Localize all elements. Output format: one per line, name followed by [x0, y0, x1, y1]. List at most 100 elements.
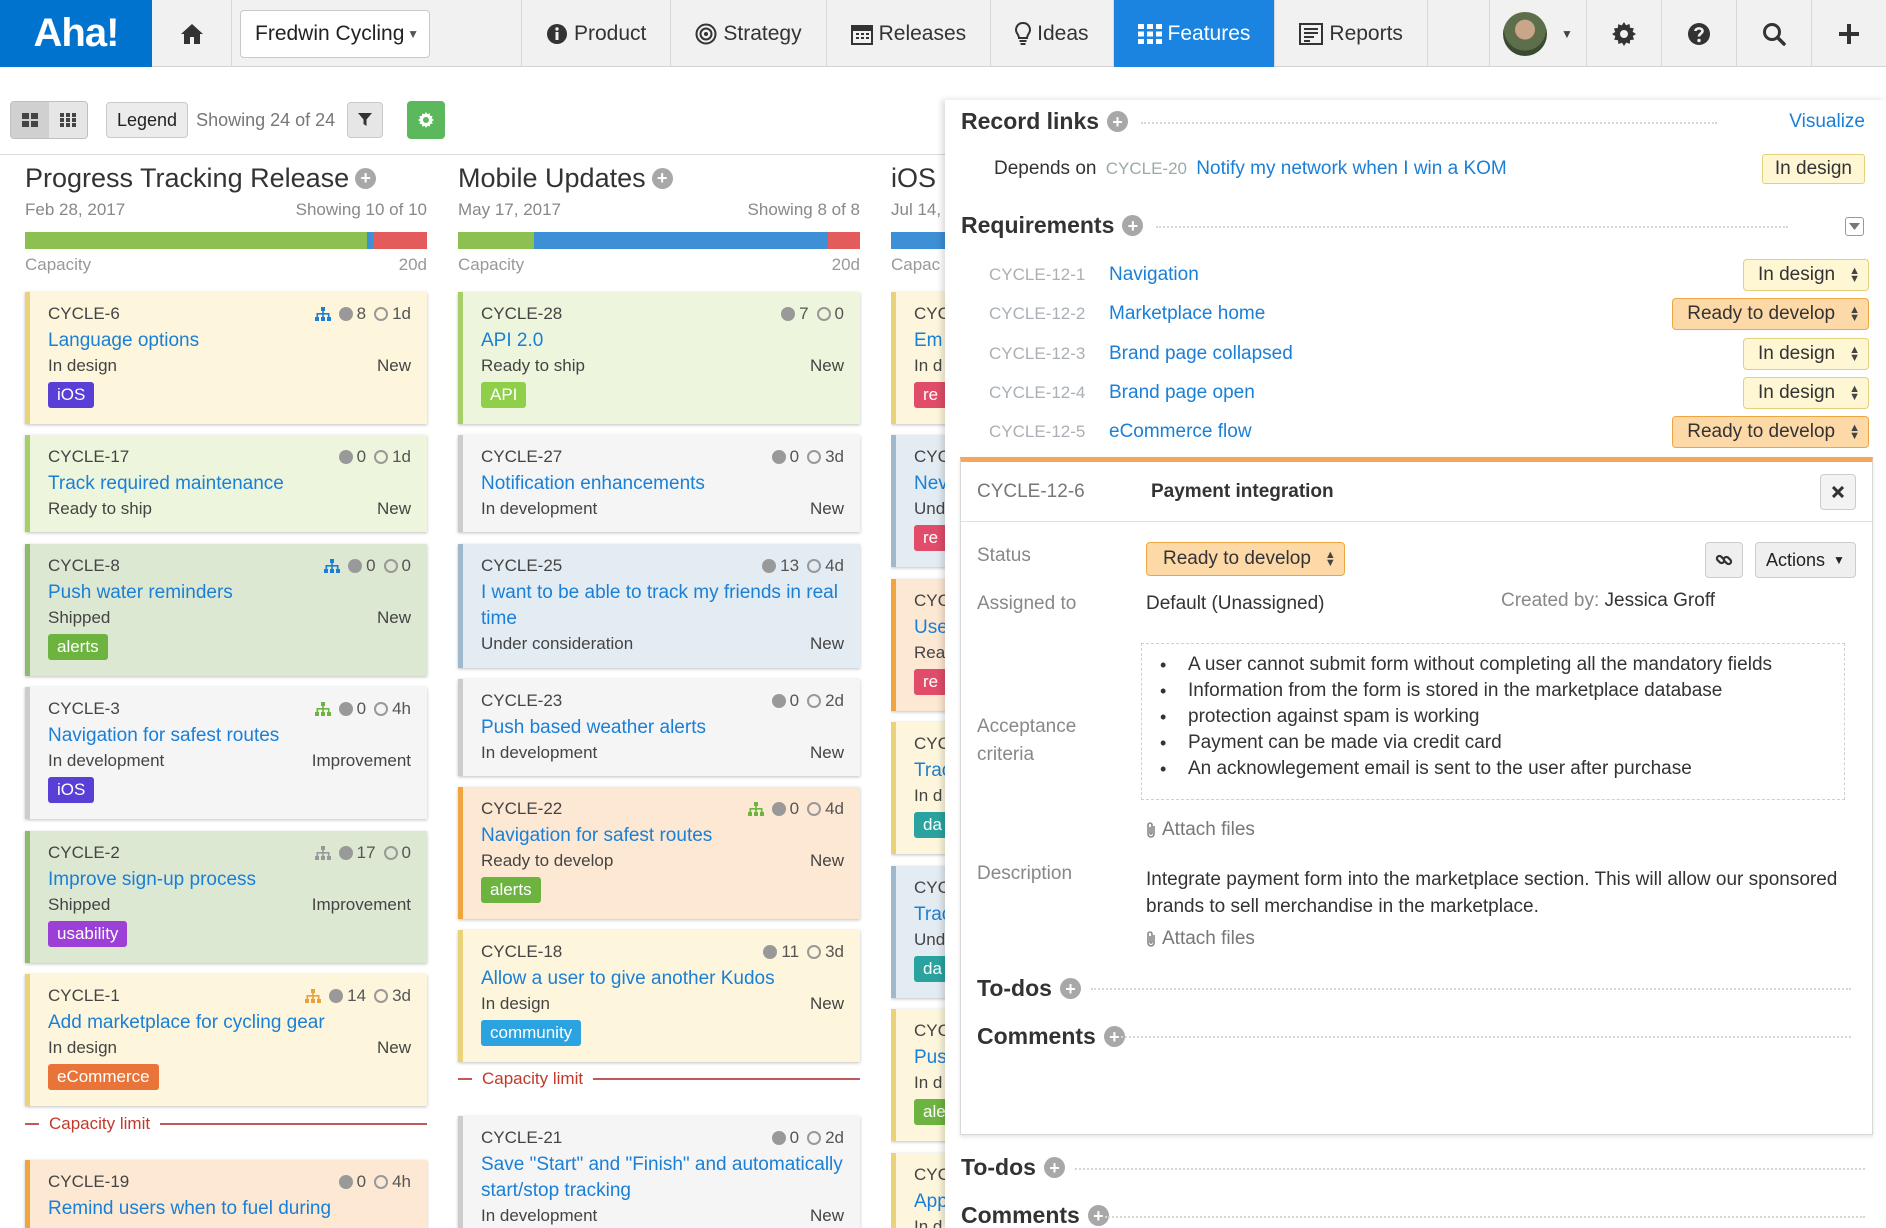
feature-card[interactable]: CYCLE-2 17 0 Improve sign-up process Shipped…: [25, 831, 427, 963]
requirement-name[interactable]: Brand page collapsed: [1109, 342, 1293, 364]
feature-card[interactable]: CYCLE-3 0 4h Navigation for safest routes In…: [25, 687, 427, 819]
add-feature-icon[interactable]: +: [355, 167, 377, 189]
feature-card[interactable]: CYC Use Rea re: [891, 579, 951, 711]
card-tag[interactable]: da: [914, 812, 951, 838]
collapse-requirements-button[interactable]: [1845, 217, 1864, 236]
add-comment-icon[interactable]: +: [1087, 1205, 1109, 1226]
board-settings-button[interactable]: [407, 101, 446, 139]
feature-card[interactable]: CYCLE-23 0 2d Push based weather alerts In d…: [458, 679, 860, 776]
add-comment-icon[interactable]: +: [1103, 1026, 1125, 1047]
feature-card[interactable]: CYCLE-28 7 0 API 2.0 Ready to ship New API: [458, 292, 860, 424]
release-title-text[interactable]: Progress Tracking Release: [25, 162, 350, 193]
card-view-button[interactable]: [11, 102, 49, 138]
feature-card[interactable]: CYC Nev Und re: [891, 435, 951, 567]
card-tag[interactable]: ale: [914, 1099, 951, 1125]
workspace-selector[interactable]: Fredwin Cycling ▼: [240, 9, 430, 58]
card-title[interactable]: API 2.0: [481, 330, 544, 351]
card-title[interactable]: Trac: [914, 904, 951, 925]
card-title[interactable]: Notification enhancements: [481, 473, 705, 494]
add-requirement-icon[interactable]: +: [1122, 215, 1144, 236]
status-select[interactable]: Ready to develop ▲ ▼: [1146, 542, 1345, 576]
help-button[interactable]: [1661, 0, 1736, 67]
card-title[interactable]: Navigation for safest routes: [481, 825, 713, 846]
add-todo-icon[interactable]: +: [1059, 978, 1081, 999]
add-feature-icon[interactable]: +: [651, 167, 673, 189]
description-text[interactable]: Integrate payment form into the marketpl…: [1146, 869, 1838, 917]
card-title[interactable]: Nev: [914, 473, 948, 494]
card-title[interactable]: Trac: [914, 760, 951, 781]
requirement-row[interactable]: CYCLE-12-5 eCommerce flow Ready to devel…: [989, 415, 1869, 448]
card-tag[interactable]: community: [481, 1020, 582, 1046]
card-title[interactable]: Use: [914, 617, 948, 638]
requirement-status-select[interactable]: In design ▲ ▼: [1742, 376, 1869, 409]
add-button[interactable]: [1811, 0, 1886, 67]
tab-product[interactable]: Product: [522, 0, 672, 67]
compact-view-button[interactable]: [49, 102, 87, 138]
requirement-name[interactable]: Navigation: [1109, 263, 1199, 285]
card-title[interactable]: Navigation for safest routes: [48, 725, 280, 746]
card-tag[interactable]: usability: [48, 921, 128, 947]
add-todo-icon[interactable]: +: [1043, 1157, 1065, 1178]
feature-card[interactable]: CYCLE-8 0 0 Push water reminders Shipped New a…: [25, 544, 427, 676]
card-title[interactable]: Save "Start" and "Finish" and automatica…: [481, 1154, 843, 1201]
record-link-name[interactable]: Notify my network when I win a KOM: [1196, 158, 1507, 179]
settings-button[interactable]: [1586, 0, 1661, 67]
card-title[interactable]: Add marketplace for cycling gear: [48, 1012, 325, 1033]
card-title[interactable]: Track required maintenance: [48, 473, 284, 494]
card-title[interactable]: Em: [914, 330, 943, 351]
tab-ideas[interactable]: Ideas: [991, 0, 1114, 67]
card-title[interactable]: Allow a user to give another Kudos: [481, 968, 775, 989]
card-title[interactable]: Improve sign-up process: [48, 869, 257, 890]
feature-card[interactable]: CYCLE-25 13 4d I want to be able to track m…: [458, 544, 860, 668]
feature-card[interactable]: CYC Trac Und da: [891, 866, 951, 998]
card-title[interactable]: App: [914, 1191, 948, 1212]
card-tag[interactable]: eCommerce: [48, 1064, 159, 1090]
requirement-name[interactable]: Marketplace home: [1109, 302, 1266, 324]
card-tag[interactable]: da: [914, 956, 951, 982]
card-title[interactable]: Language options: [48, 330, 200, 351]
release-title-text[interactable]: Mobile Updates: [458, 162, 646, 193]
feature-card[interactable]: CYCLE-18 11 3d Allow a user to give another…: [458, 930, 860, 1062]
actions-dropdown[interactable]: Actions ▼: [1755, 542, 1856, 578]
requirement-status-select[interactable]: Ready to develop ▲ ▼: [1672, 297, 1869, 330]
assigned-value[interactable]: Default (Unassigned): [1146, 593, 1325, 614]
feature-card[interactable]: CYCLE-1 14 3d Add marketplace for cycling g…: [25, 974, 427, 1106]
feature-card[interactable]: CYCLE-22 0 4d Navigation for safest routes R…: [458, 787, 860, 919]
requirement-detail-name[interactable]: Payment integration: [1151, 480, 1334, 502]
requirement-row[interactable]: CYCLE-12-4 Brand page open In design ▲ ▼: [989, 376, 1869, 409]
home-button[interactable]: [152, 0, 232, 67]
tab-features[interactable]: Features: [1113, 0, 1276, 67]
requirement-status-select[interactable]: In design ▲ ▼: [1742, 258, 1869, 291]
requirement-name[interactable]: Brand page open: [1109, 381, 1255, 403]
card-title[interactable]: Push water reminders: [48, 582, 233, 603]
requirement-status-select[interactable]: In design ▲ ▼: [1742, 337, 1869, 370]
feature-card[interactable]: CYC Trac In d da: [891, 722, 951, 854]
feature-card[interactable]: CYCLE-17 0 1d Track required maintenance Rea…: [25, 435, 427, 532]
feature-card[interactable]: CYCLE-21 0 2d Save "Start" and "Finish" and…: [458, 1116, 860, 1228]
requirement-row[interactable]: CYCLE-12-3 Brand page collapsed In desig…: [989, 337, 1869, 370]
card-title[interactable]: Pus: [914, 1047, 947, 1068]
tab-strategy[interactable]: Strategy: [671, 0, 827, 67]
add-record-link-icon[interactable]: +: [1107, 111, 1129, 132]
attach-files-link[interactable]: Attach files: [1144, 928, 1255, 950]
requirement-row[interactable]: CYCLE-12-2 Marketplace home Ready to dev…: [989, 297, 1869, 330]
card-tag[interactable]: iOS: [48, 777, 95, 803]
search-button[interactable]: [1736, 0, 1811, 67]
feature-card[interactable]: CYC Em In d re: [891, 292, 951, 424]
feature-card[interactable]: CYCLE-19 0 4h Remind users when to fuel dur…: [25, 1160, 427, 1228]
card-tag[interactable]: re: [914, 382, 948, 408]
close-button[interactable]: [1820, 474, 1856, 510]
card-title[interactable]: Remind users when to fuel during: [48, 1198, 332, 1219]
card-tag[interactable]: iOS: [48, 382, 95, 408]
card-title[interactable]: Push based weather alerts: [481, 717, 706, 738]
feature-card[interactable]: CYCLE-27 0 3d Notification enhancements In d…: [458, 435, 860, 532]
card-tag[interactable]: alerts: [481, 877, 541, 903]
requirement-name[interactable]: eCommerce flow: [1109, 420, 1252, 442]
record-link-id[interactable]: CYCLE-20: [1105, 159, 1188, 178]
card-title[interactable]: I want to be able to track my friends in…: [481, 582, 838, 629]
feature-card[interactable]: CYCLE-6 8 1d Language options In design New iO…: [25, 292, 427, 424]
tab-reports[interactable]: Reports: [1275, 0, 1428, 67]
card-tag[interactable]: alerts: [48, 634, 108, 660]
requirement-row[interactable]: CYCLE-12-1 Navigation In design ▲ ▼: [989, 258, 1869, 291]
card-tag[interactable]: re: [914, 525, 948, 551]
